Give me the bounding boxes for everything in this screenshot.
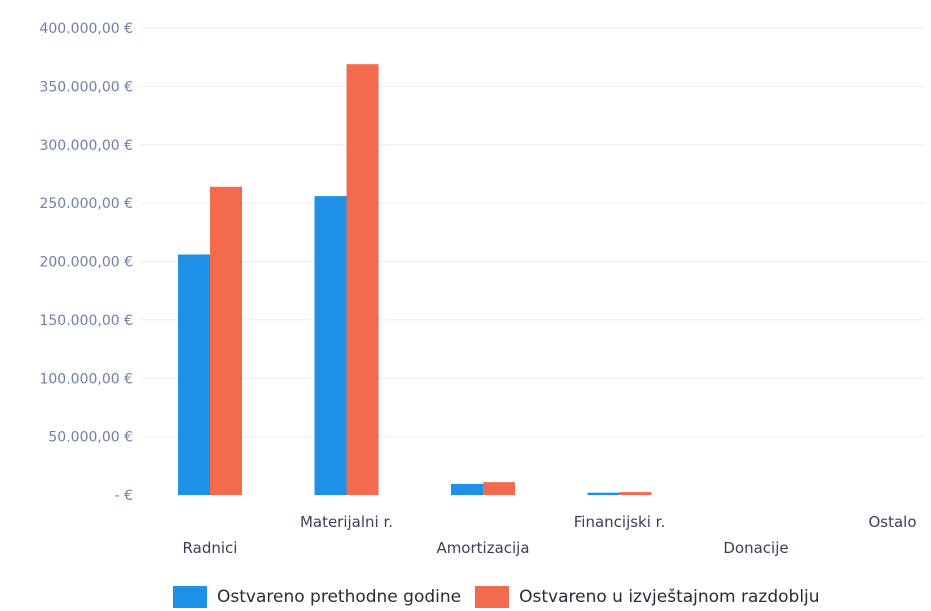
x-tick-label: Materijalni r. — [300, 513, 393, 531]
legend-swatch-series-2 — [475, 586, 510, 608]
x-tick-label: Donacije — [723, 539, 788, 557]
x-axis-tick-labels: Radnici Materijalni r. Amortizacija Financi… — [183, 513, 917, 557]
legend-item-series-1: Ostvareno prethodne godine — [173, 586, 461, 608]
bar-series-1 — [314, 196, 347, 495]
x-tick-label: Ostalo — [868, 513, 916, 531]
bar-chart: 400.000,00 € 350.000,00 € 300.000,00 € 250.… — [39, 21, 925, 557]
bar-series-2 — [483, 482, 515, 495]
legend-label-series-2: Ostvareno u izvještajnom razdoblju — [519, 587, 820, 607]
x-tick-label: Financijski r. — [574, 513, 666, 531]
y-tick-label: 250.000,00 € — [39, 196, 133, 212]
y-tick-label: 300.000,00 € — [39, 138, 133, 154]
y-tick-label: 200.000,00 € — [39, 255, 133, 271]
bar-series-2 — [619, 492, 652, 495]
legend: Ostvareno prethodne godine Ostvareno u i… — [173, 584, 820, 610]
x-tick-label: Radnici — [183, 539, 238, 557]
y-tick-label: 100.000,00 € — [39, 371, 133, 387]
bar-series-1 — [587, 492, 620, 495]
gridlines — [140, 27, 925, 438]
bar-series-2 — [346, 64, 379, 495]
y-tick-label: 350.000,00 € — [39, 79, 133, 95]
legend-label-series-1: Ostvareno prethodne godine — [217, 587, 462, 607]
bars — [178, 64, 652, 495]
y-axis-tick-labels: 400.000,00 € 350.000,00 € 300.000,00 € 250.… — [39, 21, 133, 504]
bar-series-1 — [451, 483, 483, 495]
legend-item-series-2: Ostvareno u izvještajnom razdoblju — [475, 586, 820, 608]
y-tick-label: 400.000,00 € — [39, 21, 133, 37]
y-tick-label: 50.000,00 € — [48, 430, 133, 446]
y-tick-label: - € — [115, 488, 133, 504]
legend-swatch-series-1 — [173, 586, 207, 608]
x-tick-label: Amortizacija — [436, 539, 529, 557]
bar-series-1 — [178, 254, 210, 495]
bar-series-2 — [210, 186, 242, 495]
y-tick-label: 150.000,00 € — [39, 313, 133, 329]
